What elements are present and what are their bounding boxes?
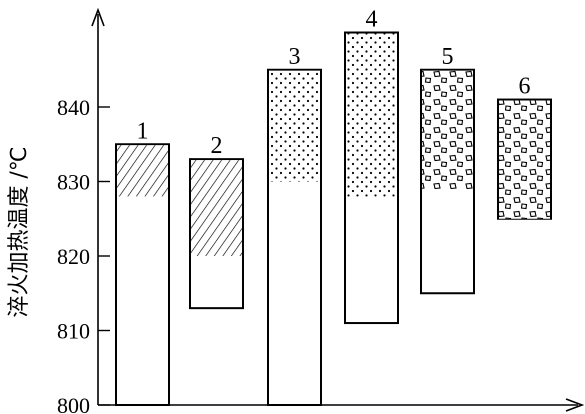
bar-1-pattern-fill bbox=[117, 145, 168, 197]
bar-label-3: 3 bbox=[289, 44, 301, 70]
x-axis-arrow bbox=[565, 398, 585, 412]
bar-4-pattern-fill bbox=[346, 33, 397, 197]
bar-label-1: 1 bbox=[137, 118, 149, 144]
bar-2-pattern-fill bbox=[191, 160, 242, 256]
y-tick-label: 820 bbox=[57, 244, 90, 269]
bar-label-4: 4 bbox=[366, 7, 378, 33]
y-tick-label: 800 bbox=[57, 393, 90, 414]
bar-5-pattern-fill bbox=[422, 70, 473, 189]
y-ticks: 800 810 820 830 840 bbox=[57, 95, 110, 414]
chart-axes bbox=[91, 7, 585, 412]
bar-label-2: 2 bbox=[211, 133, 223, 159]
y-tick-label: 830 bbox=[57, 170, 90, 195]
bars: 1 2 3 4 5 6 bbox=[115, 7, 552, 406]
bar-3-pattern-fill bbox=[269, 70, 320, 182]
y-axis-label: 淬火加热温度 /℃ bbox=[7, 146, 32, 317]
bar-label-5: 5 bbox=[442, 44, 454, 70]
bar-label-6: 6 bbox=[519, 74, 531, 100]
y-axis-arrow bbox=[91, 7, 105, 27]
bar-6-pattern-fill bbox=[499, 100, 550, 219]
y-tick-label: 810 bbox=[57, 319, 90, 344]
y-tick-label: 840 bbox=[57, 95, 90, 120]
